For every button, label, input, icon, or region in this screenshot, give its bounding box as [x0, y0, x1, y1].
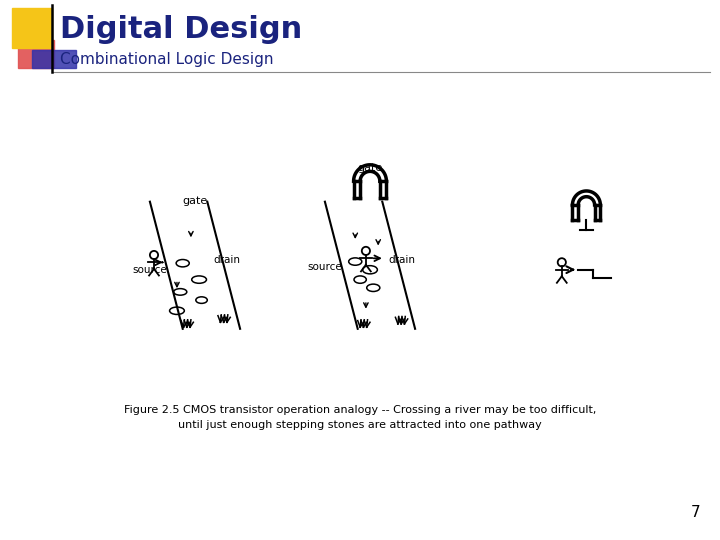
- Text: drain: drain: [388, 255, 415, 265]
- Bar: [12, 8, 52, 48]
- Text: Digital Design: Digital Design: [60, 15, 302, 44]
- Text: Figure 2.5 CMOS transistor operation analogy -- Crossing a river may be too diff: Figure 2.5 CMOS transistor operation ana…: [124, 405, 596, 415]
- Bar: [32, 50, 76, 68]
- Text: source: source: [307, 262, 342, 272]
- Text: source: source: [132, 265, 167, 275]
- Text: 7: 7: [690, 505, 700, 520]
- Text: gate: gate: [357, 163, 382, 173]
- Text: drain: drain: [213, 255, 240, 265]
- Text: Combinational Logic Design: Combinational Logic Design: [60, 52, 274, 67]
- Bar: [18, 40, 54, 68]
- Text: until just enough stepping stones are attracted into one pathway: until just enough stepping stones are at…: [178, 420, 542, 430]
- Text: gate: gate: [182, 196, 207, 206]
